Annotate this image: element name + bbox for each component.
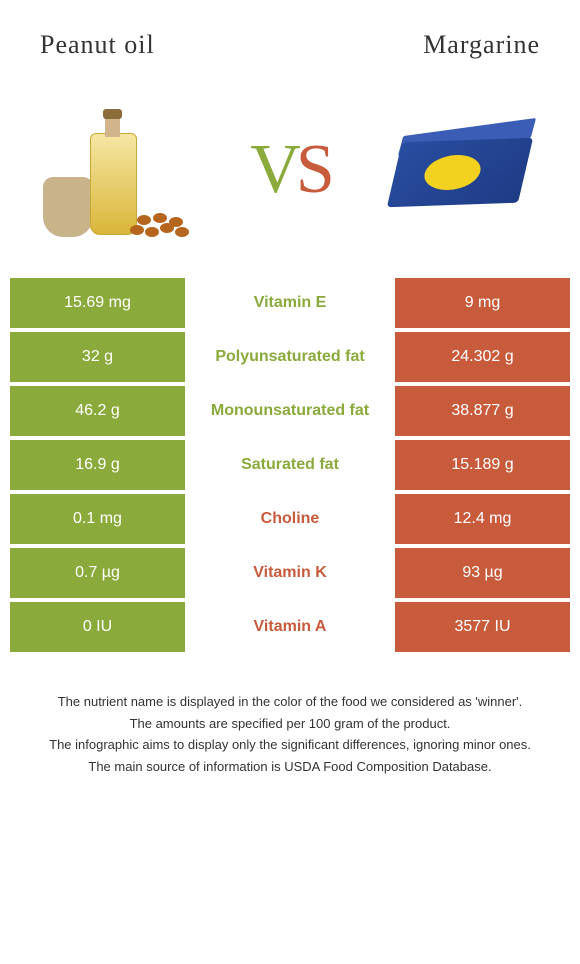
note-line: The main source of information is USDA F… [25,757,555,777]
right-value: 12.4 mg [395,494,570,544]
note-line: The amounts are specified per 100 gram o… [25,714,555,734]
titles-row: Peanut oil Margarine [10,20,570,80]
nutrient-label: Choline [185,494,395,544]
vs-s: S [296,131,330,208]
table-row: 46.2 gMonounsaturated fat38.877 g [10,386,570,436]
comparison-table: 15.69 mgVitamin E9 mg32 gPolyunsaturated… [10,278,570,652]
note-line: The nutrient name is displayed in the co… [25,692,555,712]
notes-block: The nutrient name is displayed in the co… [10,692,570,776]
hero-row: VS [10,80,570,260]
margarine-image [370,90,550,250]
nutrient-label: Vitamin A [185,602,395,652]
left-value: 0.1 mg [10,494,185,544]
title-right: Margarine [423,30,540,60]
right-value: 93 µg [395,548,570,598]
left-value: 15.69 mg [10,278,185,328]
nutrient-label: Polyunsaturated fat [185,332,395,382]
vs-label: VS [250,130,330,210]
table-row: 0.7 µgVitamin K93 µg [10,548,570,598]
nutrient-label: Vitamin E [185,278,395,328]
left-value: 32 g [10,332,185,382]
table-row: 16.9 gSaturated fat15.189 g [10,440,570,490]
table-row: 15.69 mgVitamin E9 mg [10,278,570,328]
note-line: The infographic aims to display only the… [25,735,555,755]
right-value: 15.189 g [395,440,570,490]
table-row: 32 gPolyunsaturated fat24.302 g [10,332,570,382]
title-left: Peanut oil [40,30,155,60]
table-row: 0 IUVitamin A3577 IU [10,602,570,652]
right-value: 9 mg [395,278,570,328]
vs-v: V [250,131,296,208]
table-row: 0.1 mgCholine12.4 mg [10,494,570,544]
nutrient-label: Monounsaturated fat [185,386,395,436]
nutrient-label: Saturated fat [185,440,395,490]
peanut-oil-image [30,90,210,250]
left-value: 16.9 g [10,440,185,490]
nutrient-label: Vitamin K [185,548,395,598]
left-value: 0 IU [10,602,185,652]
left-value: 46.2 g [10,386,185,436]
right-value: 24.302 g [395,332,570,382]
right-value: 38.877 g [395,386,570,436]
right-value: 3577 IU [395,602,570,652]
infographic-container: Peanut oil Margarine VS [0,0,580,808]
left-value: 0.7 µg [10,548,185,598]
